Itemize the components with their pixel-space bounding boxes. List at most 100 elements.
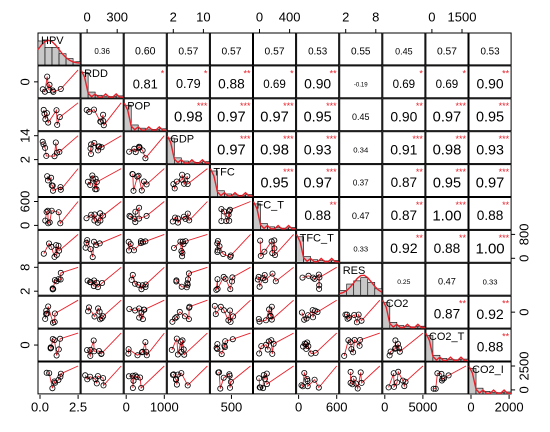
data-point — [399, 377, 406, 384]
data-point — [220, 250, 227, 257]
correlation-value: 0.69 — [393, 79, 416, 91]
data-point — [310, 274, 317, 281]
panel-frame — [296, 164, 340, 198]
panel-frame — [166, 229, 210, 263]
correlation-value: 0.88 — [477, 340, 504, 355]
data-point — [256, 350, 263, 357]
data-point — [91, 106, 98, 113]
fit-line — [86, 332, 122, 358]
panel-frame — [37, 295, 81, 329]
axis-tick-label: 2 — [17, 156, 32, 163]
data-point — [222, 338, 229, 345]
correlation-value: 0.79 — [176, 77, 201, 91]
data-point — [53, 149, 60, 156]
data-point — [394, 340, 401, 347]
data-point — [57, 86, 64, 93]
data-point — [226, 217, 233, 224]
panel-frame — [425, 32, 469, 66]
data-point — [90, 337, 97, 344]
data-point — [100, 382, 107, 389]
data-point — [84, 237, 91, 244]
correlation-value: -0.19 — [354, 81, 368, 88]
data-point — [83, 215, 90, 222]
fit-line — [172, 365, 208, 387]
data-point — [214, 345, 221, 352]
correlation-value: 0.57 — [178, 47, 198, 58]
data-point — [139, 348, 146, 355]
data-point — [139, 147, 146, 154]
data-point — [169, 218, 176, 225]
panel-frame — [468, 262, 512, 296]
panel-frame — [296, 295, 340, 329]
data-point — [186, 217, 193, 224]
significance-stars: *** — [455, 167, 466, 177]
histogram-bar — [360, 277, 369, 296]
panel-frame — [468, 65, 512, 99]
variable-label: HPV — [41, 35, 64, 47]
panel-frame — [382, 98, 426, 132]
panel-frame — [253, 328, 297, 362]
panel-frame — [80, 262, 124, 296]
data-point — [96, 240, 103, 247]
data-point — [142, 238, 149, 245]
data-point — [56, 114, 63, 121]
data-point — [93, 380, 100, 387]
data-point — [185, 316, 192, 323]
data-point — [357, 336, 364, 343]
panel-frame — [37, 229, 81, 263]
panel-frame — [253, 295, 297, 329]
panel-frame — [37, 262, 81, 296]
data-point — [53, 242, 60, 249]
data-point — [395, 368, 402, 375]
panel-frame — [209, 229, 253, 263]
data-point — [51, 310, 58, 317]
data-point — [396, 348, 403, 355]
axis-tick-label: 400 — [279, 9, 301, 24]
fit-line — [172, 168, 208, 190]
data-point — [434, 370, 441, 377]
data-point — [143, 352, 150, 359]
significance-stars: ** — [502, 299, 510, 309]
data-point — [352, 380, 359, 387]
data-point — [227, 286, 234, 293]
correlation-value: 0.92 — [476, 306, 504, 322]
data-point — [136, 314, 143, 321]
data-point — [97, 316, 104, 323]
data-point — [315, 271, 322, 278]
fit-line — [350, 365, 381, 391]
data-point — [256, 318, 263, 325]
data-point — [39, 138, 46, 145]
significance-stars: * — [204, 68, 208, 78]
data-point — [217, 385, 224, 392]
data-point — [358, 317, 365, 324]
data-point — [49, 285, 56, 292]
data-point — [94, 373, 101, 380]
data-point — [92, 175, 99, 182]
data-point — [357, 369, 364, 376]
panel-frame — [339, 65, 383, 99]
correlation-value: 0.88 — [434, 241, 461, 256]
data-point — [309, 314, 316, 321]
data-point — [84, 347, 91, 354]
panel-frame — [209, 98, 253, 132]
data-point — [46, 81, 53, 88]
data-point — [54, 121, 61, 128]
data-point — [55, 209, 62, 216]
data-point — [91, 211, 98, 218]
data-point — [126, 212, 133, 219]
panel-frame — [253, 131, 297, 165]
panel-frame — [209, 65, 253, 99]
panel-frame — [166, 328, 210, 362]
significance-stars: *** — [283, 134, 294, 144]
histogram-bar — [425, 335, 434, 362]
data-point — [97, 118, 104, 125]
data-point — [301, 369, 308, 376]
density-curve — [166, 135, 210, 164]
correlation-value: 0.95 — [304, 110, 332, 126]
data-point — [45, 119, 52, 126]
data-point — [99, 279, 106, 286]
variable-label: POP — [127, 101, 150, 113]
data-point — [173, 313, 180, 320]
axis-tick-label: 0 — [123, 399, 130, 414]
correlation-value: 0.45 — [395, 46, 412, 56]
